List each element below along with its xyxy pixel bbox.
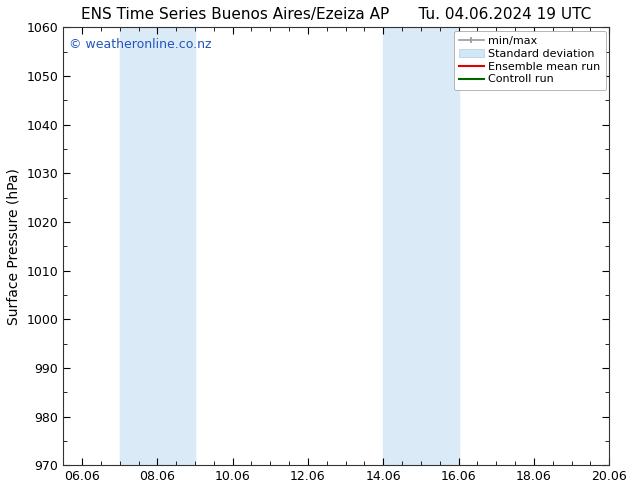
Bar xyxy=(120,27,139,465)
Legend: min/max, Standard deviation, Ensemble mean run, Controll run: min/max, Standard deviation, Ensemble me… xyxy=(453,30,606,90)
Title: ENS Time Series Buenos Aires/Ezeiza AP      Tu. 04.06.2024 19 UTC: ENS Time Series Buenos Aires/Ezeiza AP T… xyxy=(81,7,592,22)
Text: © weatheronline.co.nz: © weatheronline.co.nz xyxy=(68,38,211,51)
Bar xyxy=(139,27,195,465)
Y-axis label: Surface Pressure (hPa): Surface Pressure (hPa) xyxy=(7,168,21,325)
Bar xyxy=(384,27,402,465)
Bar xyxy=(402,27,458,465)
